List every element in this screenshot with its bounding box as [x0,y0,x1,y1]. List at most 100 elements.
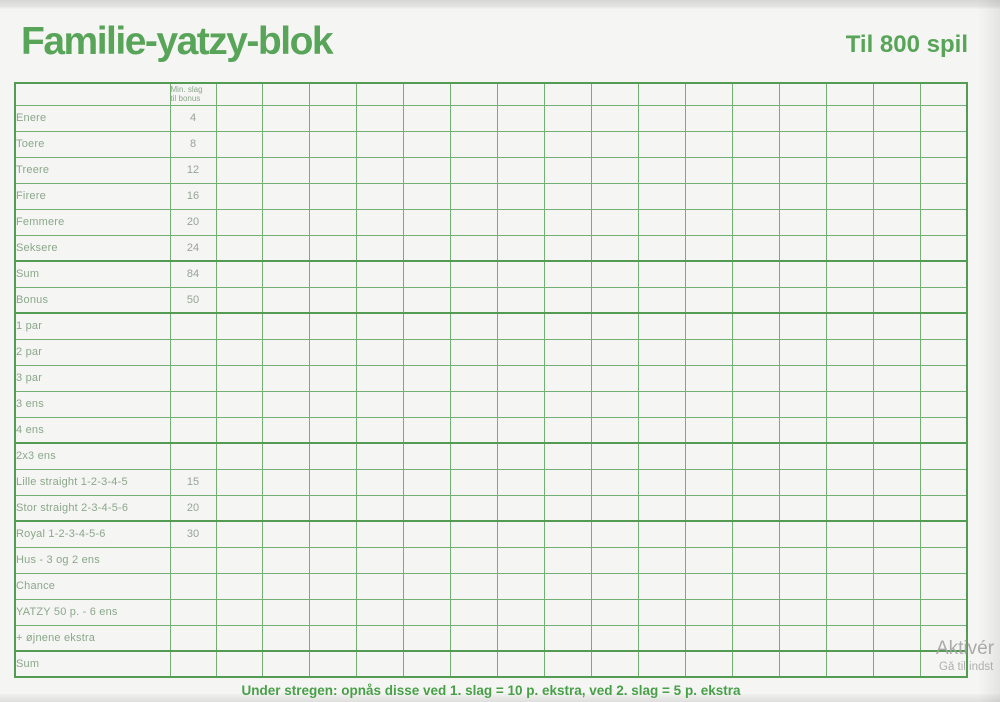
score-cell [684,598,733,626]
header-score-cell [778,82,827,106]
score-cell [684,338,733,366]
score-cell [919,442,968,470]
score-cell [215,572,264,600]
row-label: 1 par [14,312,171,340]
score-cell [778,182,827,210]
score-cell [262,130,311,158]
score-cell [403,442,452,470]
score-cell [450,468,499,496]
score-cell [309,468,358,496]
score-cell [684,364,733,392]
score-cell [684,520,733,548]
score-cell [497,338,546,366]
score-cell [497,416,546,444]
score-cell [450,546,499,574]
min-slag-value [169,624,217,652]
score-cell [731,598,780,626]
score-cell [872,624,921,652]
min-slag-value [169,442,217,470]
score-cell [591,520,639,548]
min-slag-value: 8 [169,130,217,158]
score-cell [309,286,358,314]
score-cell [778,572,827,600]
min-slag-value: 16 [169,182,217,210]
score-cell [356,156,405,184]
score-cell [356,260,405,288]
score-cell [262,546,311,574]
score-cell [262,572,311,600]
score-cell [450,208,499,236]
score-cell [215,312,264,340]
score-cell [778,156,827,184]
score-cell [919,364,968,392]
score-cell [450,130,499,158]
score-cell [403,546,452,574]
table-row: Stor straight 2-3-4-5-6 20 [14,494,968,522]
score-cell [778,390,827,418]
score-cell [731,494,780,522]
score-cell [215,208,264,236]
header-score-cell [497,82,546,106]
score-cell [544,520,592,548]
score-cell [684,468,733,496]
row-label: + øjnene ekstra [14,624,171,652]
score-cell [544,624,592,652]
min-slag-value: 4 [169,104,217,132]
score-cell [450,416,499,444]
score-cell [262,598,311,626]
score-cell [637,546,686,574]
score-cell [637,624,686,652]
header-empty-cell [14,82,171,106]
score-cell [450,156,499,184]
header-score-cell [872,82,921,106]
score-cell [309,260,358,288]
score-cell [544,546,592,574]
score-cell [309,312,358,340]
page-title: Familie-yatzy-blok [21,20,334,63]
score-cell [356,338,405,366]
table-row: Toere 8 [14,130,968,158]
score-cell [637,286,686,314]
score-cell [825,260,874,288]
score-cell [215,104,264,132]
table-row: Sum [14,650,968,678]
score-cell [919,338,968,366]
score-cell [872,572,921,600]
score-cell [637,130,686,158]
header-score-cell [637,82,686,106]
score-cell [544,130,592,158]
score-cell [356,598,405,626]
min-slag-value [169,572,217,600]
row-label: Firere [14,182,171,210]
score-cell [825,364,874,392]
score-cell [544,338,592,366]
score-cell [637,338,686,366]
score-cell [497,468,546,496]
row-label: Femmere [14,208,171,236]
score-cell [778,520,827,548]
score-cell [825,390,874,418]
table-row: Firere 16 [14,182,968,210]
header-score-cell [403,82,452,106]
score-cell [403,416,452,444]
score-cell [825,208,874,236]
row-label: YATZY 50 p. - 6 ens [14,598,171,626]
min-slag-value: 20 [169,494,217,522]
score-cell [450,312,499,340]
score-cell [309,572,358,600]
score-cell [544,364,592,392]
score-cell [450,598,499,626]
score-cell [450,520,499,548]
table-row: Royal 1-2-3-4-5-6 30 [14,520,968,548]
score-cell [497,208,546,236]
score-cell [544,468,592,496]
score-cell [497,260,546,288]
row-label: Hus - 3 og 2 ens [14,546,171,574]
table-row: Femmere 20 [14,208,968,236]
score-cell [919,208,968,236]
row-label: Stor straight 2-3-4-5-6 [14,494,171,522]
score-cell [872,286,921,314]
header-score-cell [919,82,968,106]
score-cell [825,572,874,600]
score-cell [637,494,686,522]
